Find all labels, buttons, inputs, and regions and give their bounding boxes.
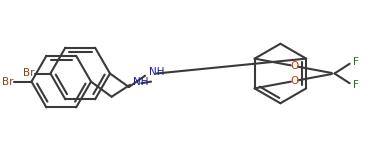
Text: Br: Br bbox=[2, 77, 14, 87]
Text: Br: Br bbox=[23, 69, 34, 78]
Text: O: O bbox=[291, 76, 299, 86]
Text: O: O bbox=[291, 61, 299, 71]
Text: F: F bbox=[353, 80, 359, 90]
Text: NH: NH bbox=[133, 77, 148, 87]
Text: F: F bbox=[353, 57, 359, 67]
Text: NH: NH bbox=[149, 67, 165, 77]
